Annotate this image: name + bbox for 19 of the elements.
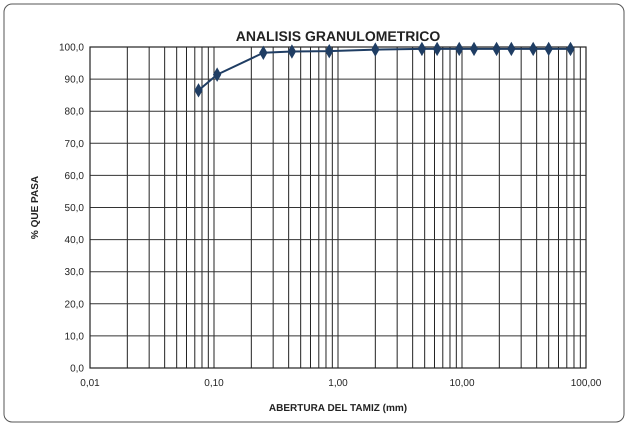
y-tick-label: 20,0 bbox=[64, 299, 84, 310]
y-tick-label: 80,0 bbox=[64, 106, 84, 118]
x-tick-label: 0,10 bbox=[204, 378, 224, 389]
chart-title: ANALISIS GRANULOMETRICO bbox=[236, 28, 440, 44]
x-tick-label: 1,00 bbox=[328, 378, 348, 389]
y-tick-label: 10,0 bbox=[64, 331, 84, 342]
y-tick-label: 60,0 bbox=[64, 170, 84, 182]
y-tick-label: 100,0 bbox=[58, 42, 84, 54]
x-axis-title: ABERTURA DEL TAMIZ (mm) bbox=[268, 403, 408, 414]
x-tick-label: 0,01 bbox=[80, 378, 100, 389]
y-tick-label: 90,0 bbox=[64, 74, 84, 86]
y-tick-label: 50,0 bbox=[64, 203, 84, 214]
y-tick-label: 30,0 bbox=[64, 267, 84, 278]
y-tick-label: 70,0 bbox=[64, 138, 84, 150]
y-tick-label: 40,0 bbox=[64, 235, 84, 246]
y-tick-label: 0,0 bbox=[70, 364, 84, 374]
x-tick-label: 100,00 bbox=[570, 378, 602, 389]
x-tick-label: 10,00 bbox=[449, 378, 475, 389]
y-axis-title: % QUE PASA bbox=[30, 176, 41, 240]
